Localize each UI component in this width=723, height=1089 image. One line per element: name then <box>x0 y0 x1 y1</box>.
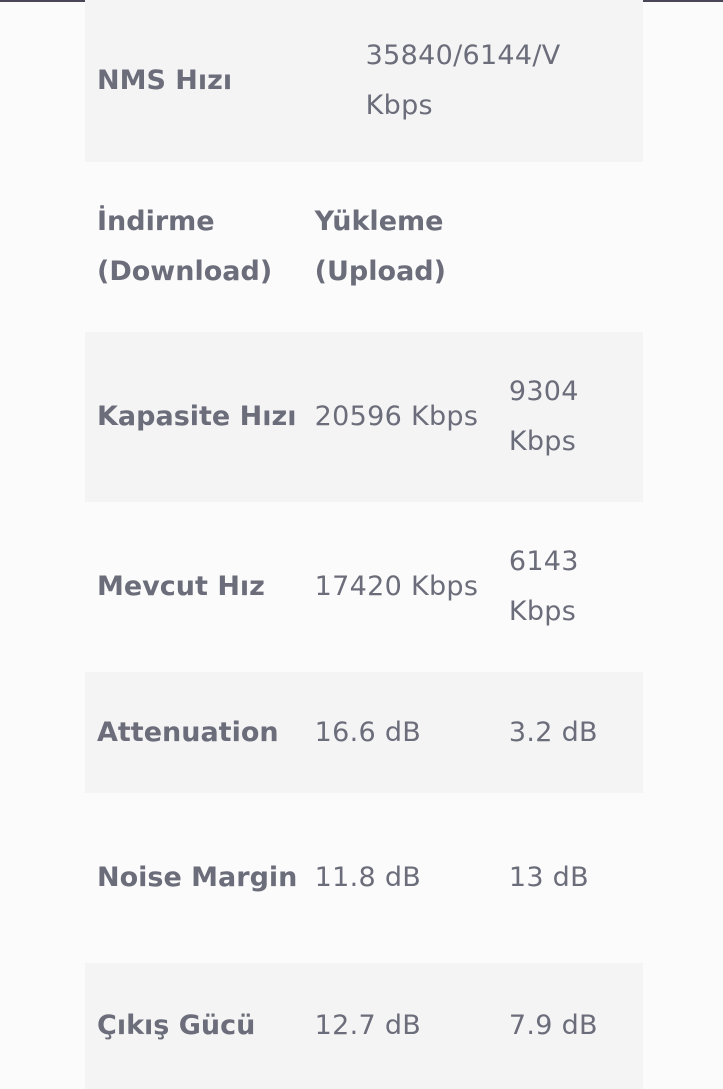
dsl-stats-table: NMS Hızı 35840/6144/V Kbps İndirme (Down… <box>85 0 643 1089</box>
row-upload: 13 dB <box>508 862 589 893</box>
row-label: Çıkış Gücü <box>85 963 303 1089</box>
table-row: Kapasite Hızı 20596 Kbps 9304 Kbps <box>85 332 643 502</box>
table-header-row: İndirme (Download) Yükleme (Upload) <box>85 162 643 332</box>
nms-value: 35840/6144/V Kbps <box>302 0 643 162</box>
row-upload: 6143 Kbps <box>508 546 579 627</box>
row-label: Noise Margin <box>97 862 298 893</box>
row-upload: 3.2 dB <box>496 672 643 793</box>
header-download: İndirme (Download) <box>97 206 273 287</box>
header-empty <box>497 162 643 332</box>
table-row-nms: NMS Hızı 35840/6144/V Kbps <box>85 0 643 162</box>
row-download: 17420 Kbps <box>314 571 479 602</box>
row-label: Mevcut Hız <box>97 571 265 602</box>
row-download: 11.8 dB <box>314 862 422 893</box>
table-row: Noise Margin 11.8 dB 13 dB <box>85 793 643 963</box>
row-upload: 7.9 dB <box>496 963 643 1089</box>
row-upload: 9304 Kbps <box>496 332 643 502</box>
table-row: Çıkış Gücü 12.7 dB 7.9 dB <box>85 963 643 1089</box>
table-row: Mevcut Hız 17420 Kbps 6143 Kbps <box>85 502 643 672</box>
nms-label: NMS Hızı <box>85 0 303 162</box>
row-label: Attenuation <box>85 672 303 793</box>
header-upload: Yükleme (Upload) <box>314 206 446 287</box>
row-label: Kapasite Hızı <box>85 332 303 502</box>
table-row: Attenuation 16.6 dB 3.2 dB <box>85 672 643 793</box>
row-download: 12.7 dB <box>302 963 497 1089</box>
row-download: 20596 Kbps <box>302 332 497 502</box>
row-download: 16.6 dB <box>302 672 497 793</box>
